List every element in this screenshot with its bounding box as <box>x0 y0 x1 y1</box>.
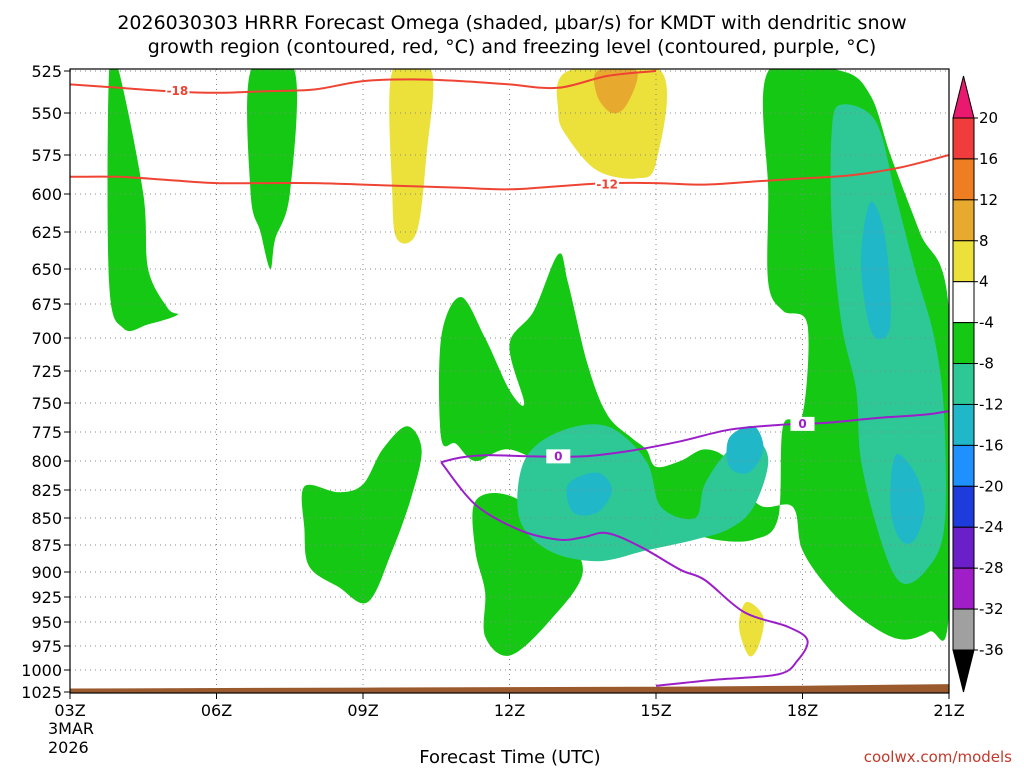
y-axis: 525 550 575 600 625 650 675 700 725 750 775 800 825 8… <box>21 62 70 702</box>
y-tick-label-1000: 1000 <box>21 661 62 680</box>
dgz-label-minus18-bg <box>165 84 190 99</box>
freezing-label-b: 0 <box>798 417 806 431</box>
colorbar-label-1: 16 <box>979 150 998 168</box>
colorbar-box-9 <box>952 485 975 528</box>
colorbar-box-6 <box>952 363 975 405</box>
chart-title-line1: 2026030303 HRRR Forecast Omega (shaded, … <box>117 12 906 34</box>
colorbar-box-11 <box>952 567 975 610</box>
omega-shade-region-5 <box>438 69 949 641</box>
x-tick-label-18Z: 18Z <box>787 701 818 720</box>
terrain-band <box>70 684 949 693</box>
colorbar-label-3: 8 <box>979 232 989 250</box>
omega-shade-region-6 <box>830 104 946 584</box>
omega-shade-region-4 <box>593 69 638 114</box>
x-tick-label-15Z: 15Z <box>640 701 671 720</box>
y-tick-label-750: 750 <box>31 394 62 413</box>
y-tick-label-700: 700 <box>31 329 62 348</box>
omega-shade-region-12 <box>566 472 613 516</box>
colorbar-label-2: 12 <box>979 191 998 209</box>
y-tick-label-900: 900 <box>31 563 62 582</box>
credit-text: coolwx.com/models <box>864 748 1012 766</box>
dgz-label-minus12: -12 <box>596 178 618 192</box>
colorbar-label-5: -4 <box>979 314 994 332</box>
x-tick-label-06Z: 06Z <box>201 701 232 720</box>
x-start-date-year: 2026 <box>48 738 89 757</box>
y-tick-label-625: 625 <box>31 223 62 242</box>
y-tick-label-525: 525 <box>31 62 62 81</box>
freezing-label-a: 0 <box>554 449 562 463</box>
y-tick-label-800: 800 <box>31 452 62 471</box>
y-tick-label-950: 950 <box>31 613 62 632</box>
omega-shade-region-7 <box>860 201 891 340</box>
colorbar-top-triangle <box>952 75 975 119</box>
grid-layer <box>70 69 949 693</box>
freezing-level-contour-branch <box>440 461 809 687</box>
y-tick-label-550: 550 <box>31 104 62 123</box>
omega-shade-region-9 <box>301 426 422 604</box>
colorbar-label-13: -36 <box>979 641 1004 659</box>
x-tick-label-21Z: 21Z <box>933 701 964 720</box>
omega-shade-region-13 <box>726 425 764 474</box>
omega-shade-region-14 <box>738 601 764 657</box>
freezing-level-contour <box>440 410 949 464</box>
freezing-label-b-bg <box>790 416 815 431</box>
colorbar-label-4: 4 <box>979 273 989 291</box>
colorbar-box-8 <box>952 444 975 487</box>
dgz-label-minus12-bg <box>595 177 620 192</box>
x-axis: 03Z 06Z 09Z 12Z 15Z 18Z 21Z <box>54 693 965 720</box>
colorbar-box-4 <box>952 281 975 324</box>
colorbar-box-0 <box>952 117 975 160</box>
chart-title-line2: growth region (contoured, red, °C) and f… <box>148 36 877 58</box>
y-tick-label-825: 825 <box>31 481 62 500</box>
freezing-label-a-bg <box>546 449 571 464</box>
y-tick-label-975: 975 <box>31 637 62 656</box>
x-tick-label-09Z: 09Z <box>347 701 378 720</box>
omega-shade-region-8 <box>890 453 925 544</box>
colorbar-label-6: -8 <box>979 355 994 373</box>
colorbar-box-2 <box>952 199 975 242</box>
colorbar: 20 16 12 8 4 -4 -8 -12 -16 -20 -24 -28 -32 -36 <box>952 75 1004 693</box>
y-tick-label-650: 650 <box>31 260 62 279</box>
dgz-contour-minus12 <box>70 154 949 191</box>
omega-shade-region-11 <box>517 424 769 562</box>
y-tick-label-1025: 1025 <box>21 683 62 702</box>
terrain-layer <box>70 684 949 693</box>
colorbar-label-8: -16 <box>979 436 1004 454</box>
colorbar-box-7 <box>952 403 975 446</box>
y-tick-label-775: 775 <box>31 423 62 442</box>
colorbar-box-5 <box>952 322 975 365</box>
colorbar-box-12 <box>952 608 975 651</box>
y-tick-label-675: 675 <box>31 295 62 314</box>
colorbar-box-3 <box>952 240 975 283</box>
y-tick-label-850: 850 <box>31 509 62 528</box>
omega-shade-region-0 <box>107 69 179 332</box>
x-axis-label: Forecast Time (UTC) <box>419 747 600 768</box>
colorbar-label-0: 20 <box>979 109 998 127</box>
x-tick-label-12Z: 12Z <box>494 701 525 720</box>
colorbar-box-10 <box>952 526 975 569</box>
dgz-label-minus18: -18 <box>167 84 189 98</box>
colorbar-box-1 <box>952 158 975 201</box>
colorbar-bottom-triangle <box>952 649 975 693</box>
colorbar-label-11: -28 <box>979 559 1004 577</box>
colorbar-label-12: -32 <box>979 600 1004 618</box>
colorbar-label-7: -12 <box>979 395 1004 413</box>
y-tick-label-925: 925 <box>31 588 62 607</box>
colorbar-label-9: -20 <box>979 477 1004 495</box>
x-start-date-day: 3MAR <box>48 719 94 738</box>
y-tick-label-600: 600 <box>31 185 62 204</box>
y-tick-label-875: 875 <box>31 536 62 555</box>
contour-label-layer: -18 -12 0 0 <box>165 84 815 464</box>
y-tick-label-575: 575 <box>31 146 62 165</box>
colorbar-label-10: -24 <box>979 518 1004 536</box>
y-tick-label-725: 725 <box>31 362 62 381</box>
omega-shading-layer <box>107 69 949 657</box>
x-tick-label-03Z: 03Z <box>54 701 85 720</box>
omega-shade-region-1 <box>247 69 298 270</box>
omega-shade-region-3 <box>556 69 667 179</box>
